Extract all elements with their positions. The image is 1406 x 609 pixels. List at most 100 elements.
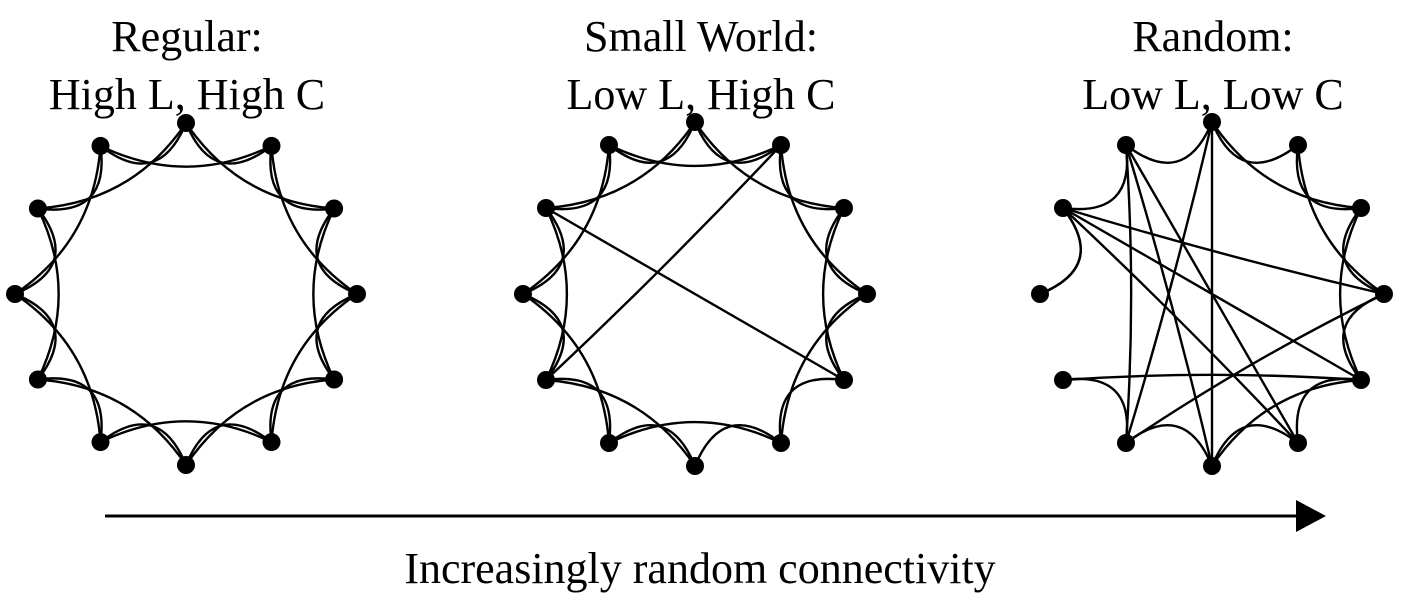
small-world-network xyxy=(514,113,876,475)
random-edge xyxy=(1295,144,1362,211)
small-world-title-line1: Small World: xyxy=(584,12,818,61)
small-world-node xyxy=(537,199,555,217)
random-title-line2: Low L, Low C xyxy=(1082,70,1344,119)
regular-edge xyxy=(37,122,187,210)
regular-node xyxy=(177,114,195,132)
random-edge xyxy=(1342,207,1385,296)
regular-node xyxy=(28,370,47,389)
random-edge xyxy=(1125,292,1385,444)
small-world-title-line2: Low L, High C xyxy=(566,70,836,119)
small-world-node xyxy=(600,136,618,154)
random-edge xyxy=(1210,121,1299,164)
small-world-edge xyxy=(825,292,868,381)
random-edge xyxy=(1342,292,1385,381)
regular-edge xyxy=(312,207,336,381)
random-node xyxy=(1375,285,1393,303)
random-edge xyxy=(1062,144,1129,211)
regular-node xyxy=(177,456,195,474)
regular-edge xyxy=(14,207,57,296)
small-world-node xyxy=(686,457,704,475)
small-world-edge xyxy=(608,424,697,467)
regular-title-line1: Regular: xyxy=(111,12,263,61)
arrowhead-icon xyxy=(1296,500,1326,532)
random-node xyxy=(1117,136,1135,154)
small-world-edge xyxy=(693,121,782,164)
small-world-edge xyxy=(545,144,612,211)
regular-node xyxy=(262,136,281,155)
random-node xyxy=(1117,434,1135,452)
regular-node xyxy=(325,370,344,389)
small-world-edge xyxy=(545,378,696,467)
regular-edge xyxy=(99,144,273,168)
random-node xyxy=(1054,199,1072,217)
regular-edge xyxy=(99,423,188,466)
small-world-network-title: Small World: Low L, High C xyxy=(501,8,901,124)
connectivity-caption: Increasingly random connectivity xyxy=(404,544,996,593)
random-edge xyxy=(1295,377,1362,444)
random-node xyxy=(1289,136,1307,154)
small-world-node xyxy=(772,136,790,154)
small-world-edge xyxy=(821,207,846,381)
regular-node xyxy=(28,199,47,218)
regular-edge xyxy=(315,207,358,296)
regular-edge xyxy=(37,145,103,211)
regular-edge xyxy=(315,292,358,381)
small-world-node xyxy=(537,371,555,389)
regular-edge xyxy=(185,122,335,210)
small-world-edge xyxy=(694,121,845,210)
random-node xyxy=(1031,285,1049,303)
random-node xyxy=(1203,113,1221,131)
regular-edge xyxy=(99,420,273,444)
random-node xyxy=(1054,371,1072,389)
regular-node xyxy=(325,199,344,218)
regular-edge xyxy=(14,293,102,443)
random-edge xyxy=(1211,378,1362,467)
small-world-node xyxy=(686,113,704,131)
random-edge xyxy=(1124,144,1214,467)
small-world-edge xyxy=(608,121,697,164)
small-world-node xyxy=(858,285,876,303)
small-world-edge xyxy=(778,377,845,444)
regular-edge xyxy=(36,207,60,381)
regular-edge xyxy=(270,293,358,443)
random-edge xyxy=(1125,121,1214,164)
regular-node xyxy=(91,136,110,155)
regular-node xyxy=(262,433,281,452)
small-world-edge xyxy=(545,121,696,210)
small-world-edge xyxy=(545,377,612,444)
regular-edge xyxy=(184,423,273,466)
regular-node xyxy=(91,433,110,452)
regular-edge xyxy=(14,145,102,295)
small-world-edge xyxy=(522,207,565,296)
random-title-line1: Random: xyxy=(1132,12,1294,61)
random-network-title: Random: Low L, Low C xyxy=(1013,8,1406,124)
regular-network xyxy=(6,114,366,474)
small-world-node xyxy=(600,434,618,452)
random-edge xyxy=(1210,424,1299,467)
random-node xyxy=(1203,457,1221,475)
small-world-node xyxy=(514,285,532,303)
small-world-edge xyxy=(608,420,782,445)
random-edge xyxy=(1211,121,1362,210)
random-edge xyxy=(1124,144,1133,444)
small-world-node xyxy=(835,371,853,389)
regular-edge xyxy=(37,377,103,443)
regular-edge xyxy=(99,122,188,165)
small-world-edge xyxy=(608,143,782,168)
regular-node xyxy=(6,285,24,303)
random-edge xyxy=(1062,206,1362,382)
random-edge xyxy=(1062,373,1362,382)
random-edge xyxy=(1125,424,1214,467)
random-edge xyxy=(1062,377,1129,444)
random-edge xyxy=(1062,206,1385,296)
regular-edge xyxy=(185,378,335,466)
regular-node xyxy=(348,285,366,303)
small-world-node xyxy=(772,434,790,452)
regular-edge xyxy=(184,122,273,165)
random-edge xyxy=(1039,207,1082,296)
small-world-edge xyxy=(522,292,565,381)
small-world-edge xyxy=(545,206,845,382)
small-world-edge xyxy=(825,207,868,296)
small-world-node xyxy=(835,199,853,217)
